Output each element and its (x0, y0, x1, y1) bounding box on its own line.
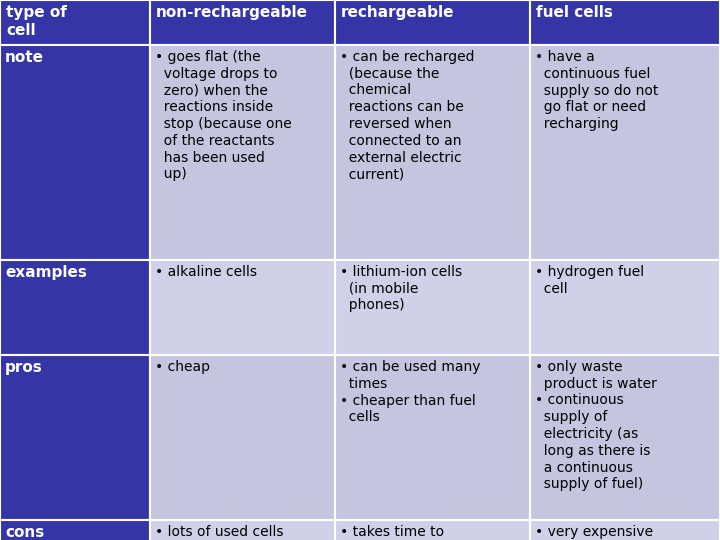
Bar (0, 45, 150, 260)
Bar (0, 355, 150, 520)
Bar (150, 45, 335, 260)
Bar (0, 260, 150, 355)
Text: • takes time to
  recharge: • takes time to recharge (340, 525, 444, 540)
Text: • very expensive
• often use: • very expensive • often use (535, 525, 653, 540)
Bar (335, 355, 530, 520)
Text: • lots of used cells
  to dispose of: • lots of used cells to dispose of (155, 525, 284, 540)
Text: • can be used many
  times
• cheaper than fuel
  cells: • can be used many times • cheaper than … (340, 360, 480, 424)
Bar (530, 520, 720, 540)
Text: pros: pros (5, 360, 42, 375)
Bar (530, 45, 720, 260)
Text: type of
cell: type of cell (6, 5, 67, 38)
Text: examples: examples (5, 265, 87, 280)
Text: rechargeable: rechargeable (341, 5, 454, 20)
Text: non-rechargeable: non-rechargeable (156, 5, 308, 20)
Bar (0, 0, 150, 45)
Text: fuel cells: fuel cells (536, 5, 613, 20)
Bar (335, 45, 530, 260)
Bar (530, 0, 720, 45)
Bar (530, 355, 720, 520)
Bar (150, 520, 335, 540)
Bar (0, 520, 150, 540)
Text: • only waste
  product is water
• continuous
  supply of
  electricity (as
  lon: • only waste product is water • continuo… (535, 360, 657, 491)
Text: note: note (5, 50, 44, 65)
Text: • goes flat (the
  voltage drops to
  zero) when the
  reactions inside
  stop (: • goes flat (the voltage drops to zero) … (155, 50, 292, 181)
Bar (150, 355, 335, 520)
Bar (150, 260, 335, 355)
Bar (335, 0, 530, 45)
Text: • hydrogen fuel
  cell: • hydrogen fuel cell (535, 265, 644, 296)
Bar (150, 0, 335, 45)
Text: • cheap: • cheap (155, 360, 210, 374)
Text: • lithium-ion cells
  (in mobile
  phones): • lithium-ion cells (in mobile phones) (340, 265, 462, 313)
Text: cons: cons (5, 525, 44, 540)
Bar (335, 520, 530, 540)
Text: • alkaline cells: • alkaline cells (155, 265, 257, 279)
Text: • can be recharged
  (because the
  chemical
  reactions can be
  reversed when
: • can be recharged (because the chemical… (340, 50, 474, 181)
Bar (335, 260, 530, 355)
Text: • have a
  continuous fuel
  supply so do not
  go flat or need
  recharging: • have a continuous fuel supply so do no… (535, 50, 658, 131)
Bar (530, 260, 720, 355)
